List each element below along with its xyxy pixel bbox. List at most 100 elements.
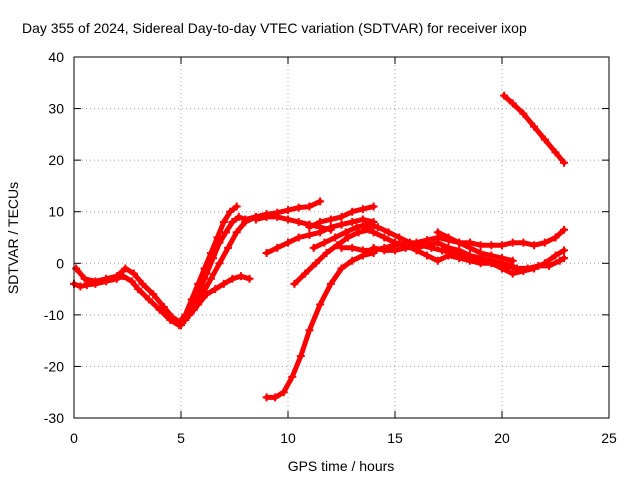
data-point xyxy=(551,233,560,242)
data-point xyxy=(316,197,325,206)
data-point xyxy=(348,243,357,252)
data-point xyxy=(149,290,158,299)
data-point xyxy=(138,279,147,288)
data-point xyxy=(395,233,404,242)
data-point xyxy=(236,272,245,281)
data-point xyxy=(284,206,292,215)
data-point xyxy=(519,267,528,276)
data-point xyxy=(444,251,453,260)
chart-title: Day 355 of 2024, Sidereal Day-to-day VTE… xyxy=(22,20,527,36)
grid xyxy=(74,57,609,418)
data-point xyxy=(284,238,292,247)
data-point xyxy=(102,274,111,283)
data-point xyxy=(224,243,233,252)
data-point xyxy=(112,272,121,281)
data-point xyxy=(380,246,389,255)
data-point xyxy=(127,277,136,286)
data-point xyxy=(206,274,215,283)
data-point xyxy=(294,233,303,242)
data-point xyxy=(273,243,282,252)
data-point xyxy=(487,241,496,250)
data-point xyxy=(465,251,474,260)
data-point xyxy=(316,300,325,309)
data-point xyxy=(215,238,224,247)
data-point xyxy=(320,238,329,247)
x-tick-label: 15 xyxy=(387,430,403,446)
data-point xyxy=(279,388,288,397)
data-point xyxy=(487,251,496,260)
data-point xyxy=(331,233,340,242)
series-arc-2 xyxy=(72,264,185,327)
data-point xyxy=(348,256,357,265)
data-point xyxy=(358,223,367,232)
data-point xyxy=(433,238,442,247)
data-point xyxy=(177,321,185,330)
x-tick-label: 0 xyxy=(70,430,78,446)
series-arc-17 xyxy=(500,91,569,167)
data-point xyxy=(290,279,299,288)
data-point xyxy=(438,246,447,255)
plot-frame xyxy=(73,56,610,419)
data-point xyxy=(369,202,378,211)
data-point xyxy=(343,233,352,242)
data-point xyxy=(358,205,367,214)
data-point xyxy=(168,313,177,322)
data-point xyxy=(498,254,506,263)
data-point xyxy=(530,122,539,131)
data-point xyxy=(508,269,517,278)
data-point xyxy=(337,220,346,229)
data-point xyxy=(384,228,393,237)
data-point xyxy=(540,259,549,268)
x-tick-label: 10 xyxy=(280,430,296,446)
data-point xyxy=(155,305,164,314)
data-point xyxy=(444,233,453,242)
data-point xyxy=(358,246,367,255)
data-point xyxy=(444,243,453,252)
data-point xyxy=(560,254,569,263)
data-point xyxy=(209,254,218,263)
data-point xyxy=(202,290,211,299)
data-point xyxy=(500,91,509,100)
data-point xyxy=(326,223,335,232)
data-point xyxy=(316,228,325,237)
data-point xyxy=(498,241,506,250)
data-point xyxy=(433,256,442,265)
data-point xyxy=(412,243,421,252)
data-point xyxy=(181,316,190,325)
x-tick-label: 5 xyxy=(177,430,185,446)
data-point xyxy=(234,212,243,221)
series-arc-10 xyxy=(305,202,378,232)
data-point xyxy=(80,274,89,283)
data-point xyxy=(232,228,241,237)
series-line xyxy=(71,273,182,328)
data-point xyxy=(226,207,235,216)
x-tick-label: 25 xyxy=(601,430,617,446)
data-point xyxy=(228,218,237,227)
data-point xyxy=(221,228,230,237)
data-point xyxy=(134,285,143,294)
data-point xyxy=(519,109,528,118)
data-point xyxy=(232,202,241,211)
data-point xyxy=(129,269,138,278)
data-point xyxy=(245,274,254,283)
data-point xyxy=(433,228,442,237)
x-tick-label: 20 xyxy=(494,430,510,446)
data-point xyxy=(121,264,130,273)
series-arc-15 xyxy=(369,238,517,270)
series-arc-5 xyxy=(181,197,325,325)
data-point xyxy=(305,326,314,335)
data-point xyxy=(530,264,539,273)
data-point xyxy=(465,243,474,252)
data-point xyxy=(560,246,569,255)
y-tick-label: 40 xyxy=(48,49,64,65)
data-point xyxy=(219,218,228,227)
data-point xyxy=(369,228,378,237)
data-point xyxy=(380,233,389,242)
y-axis-label: SDTVAR / TECUs xyxy=(5,182,21,294)
data-point xyxy=(305,230,314,239)
data-point xyxy=(185,310,194,319)
data-point xyxy=(251,215,260,224)
data-point xyxy=(305,202,314,211)
data-point xyxy=(551,148,560,157)
